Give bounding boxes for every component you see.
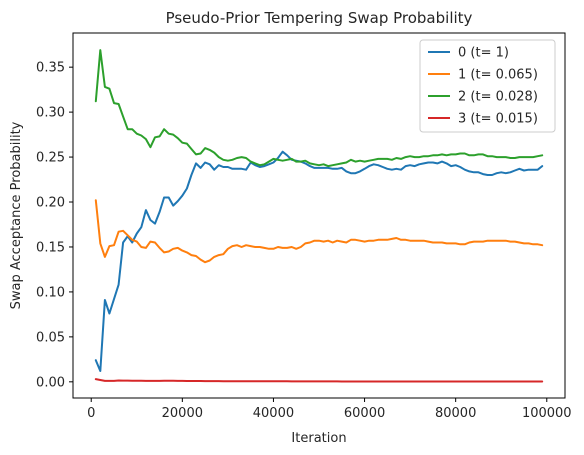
y-axis-label: Swap Acceptance Probability	[9, 121, 24, 309]
x-axis: 0 20000 40000 60000 80000 100000	[87, 398, 572, 421]
legend-entry-3: 3 (t= 0.015)	[458, 112, 538, 127]
y-tick-label: 0.05	[36, 330, 65, 345]
legend-entry-2: 2 (t= 0.028)	[458, 90, 538, 105]
legend-box	[419, 39, 556, 133]
y-tick-label: 0.35	[36, 61, 65, 76]
y-tick-label: 0.25	[36, 151, 65, 166]
x-axis-label: Iteration	[291, 431, 346, 446]
y-tick-label: 0.30	[36, 106, 65, 121]
y-tick-label: 0.00	[36, 375, 65, 390]
series-line-1	[94, 199, 544, 264]
y-tick-label: 0.15	[36, 240, 65, 255]
x-tick-label: 100000	[522, 406, 572, 421]
y-tick-label: 0.10	[36, 285, 65, 300]
x-tick-label: 20000	[162, 406, 203, 421]
plot-area	[94, 49, 544, 383]
x-tick-label: 60000	[344, 406, 385, 421]
y-axis: 0.00 0.05 0.10 0.15 0.20 0.25 0.30 0.35	[36, 61, 73, 390]
x-tick-label: 0	[87, 406, 95, 421]
series-line-0	[94, 150, 544, 372]
y-tick-label: 0.20	[36, 196, 65, 211]
series-line-3	[94, 378, 544, 383]
x-tick-label: 40000	[253, 406, 294, 421]
chart-title: Pseudo-Prior Tempering Swap Probability	[166, 9, 473, 27]
legend-entry-1: 1 (t= 0.065)	[458, 68, 538, 83]
legend-entry-0: 0 (t= 1)	[458, 46, 509, 61]
series-line-2	[94, 49, 544, 168]
axes-frame	[72, 32, 566, 399]
legend: 0 (t= 1) 1 (t= 0.065) 2 (t= 0.028) 3 (t= 0.…	[419, 39, 556, 133]
x-tick-label: 80000	[435, 406, 476, 421]
